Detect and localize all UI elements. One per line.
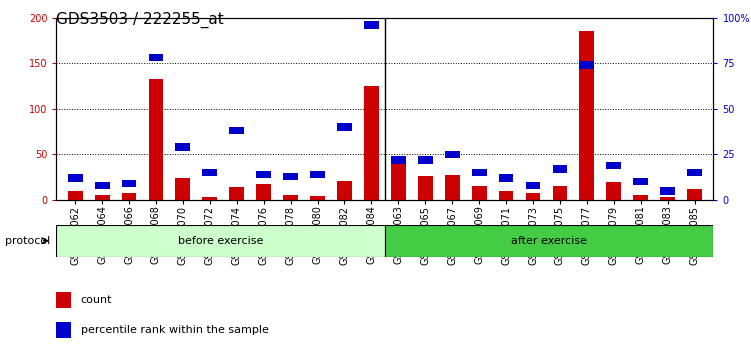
Bar (385, 225, 713, 257)
Bar (176, 178, 190, 200)
Bar (203, 197, 217, 200)
Bar (660, 197, 675, 200)
Bar (229, 187, 244, 200)
Bar (95, 182, 110, 189)
Bar (553, 186, 567, 200)
Bar (56, 225, 385, 257)
Bar (176, 143, 190, 151)
Bar (526, 193, 541, 200)
Bar (472, 169, 487, 176)
Bar (580, 62, 594, 69)
Bar (310, 196, 325, 200)
Bar (391, 156, 406, 164)
Bar (445, 151, 460, 158)
Text: count: count (80, 295, 112, 305)
Bar (418, 176, 433, 200)
Bar (687, 169, 702, 176)
Bar (229, 127, 244, 135)
Bar (391, 160, 406, 200)
Bar (68, 191, 83, 200)
Bar (337, 124, 352, 131)
Text: before exercise: before exercise (178, 236, 264, 246)
Bar (580, 32, 594, 200)
Bar (660, 187, 675, 195)
Bar (606, 182, 621, 200)
Text: GDS3503 / 222255_at: GDS3503 / 222255_at (56, 11, 224, 28)
Bar (310, 171, 325, 178)
Bar (283, 195, 298, 200)
Bar (553, 165, 567, 173)
Bar (364, 21, 379, 29)
Bar (445, 175, 460, 200)
Bar (68, 175, 83, 182)
Text: percentile rank within the sample: percentile rank within the sample (80, 325, 269, 335)
Bar (122, 193, 137, 200)
Bar (283, 173, 298, 180)
Bar (526, 182, 541, 189)
Bar (633, 195, 648, 200)
Bar (364, 86, 379, 200)
Bar (56, 292, 71, 308)
Bar (56, 322, 71, 338)
Bar (256, 184, 271, 200)
Bar (606, 162, 621, 169)
Bar (256, 171, 271, 178)
Bar (418, 156, 433, 164)
Bar (499, 175, 514, 182)
Bar (687, 189, 702, 200)
Bar (149, 79, 164, 200)
Bar (499, 191, 514, 200)
Text: after exercise: after exercise (511, 236, 587, 246)
Bar (203, 169, 217, 176)
Bar (472, 186, 487, 200)
Text: protocol: protocol (5, 236, 50, 246)
Bar (122, 180, 137, 187)
Bar (633, 178, 648, 185)
Bar (149, 54, 164, 62)
Bar (95, 195, 110, 200)
Bar (337, 181, 352, 200)
